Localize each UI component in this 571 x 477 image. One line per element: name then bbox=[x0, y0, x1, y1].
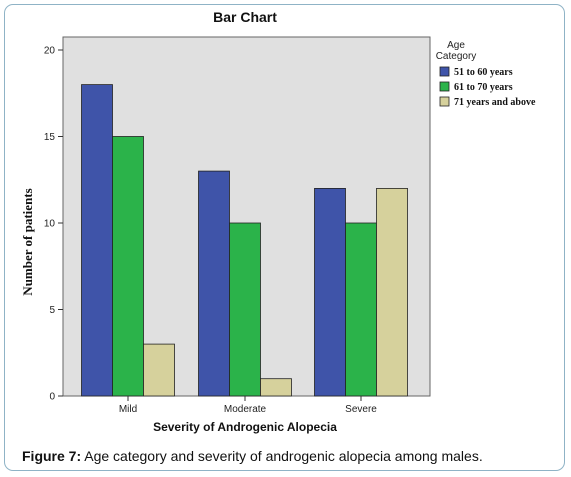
y-tick-label: 0 bbox=[49, 392, 55, 403]
figure-caption: Figure 7: Age category and severity of a… bbox=[22, 448, 483, 464]
legend-label-1: 51 to 60 years bbox=[454, 67, 513, 78]
chart-title: Bar Chart bbox=[213, 9, 277, 25]
bar-severe-2 bbox=[345, 222, 377, 397]
legend-swatch-3 bbox=[439, 96, 450, 107]
y-tick-label: 10 bbox=[44, 219, 56, 230]
bar-moderate-3 bbox=[260, 378, 292, 397]
legend-label-3: 71 years and above bbox=[454, 97, 536, 108]
x-axis-label: Severity of Androgenic Alopecia bbox=[153, 420, 337, 434]
legend: Age Category 51 to 60 years 61 to 70 year… bbox=[436, 40, 536, 108]
bar-severe-1 bbox=[314, 187, 346, 397]
legend-swatch-2 bbox=[439, 81, 450, 92]
x-tick-label-severe: Severe bbox=[345, 404, 377, 415]
legend-swatch-1 bbox=[439, 66, 450, 77]
bar-moderate-1 bbox=[198, 170, 230, 397]
y-tick-label: 20 bbox=[44, 46, 56, 57]
x-tick-label-mild: Mild bbox=[119, 404, 137, 415]
y-axis-label: Number of patients bbox=[20, 188, 35, 295]
legend-title-line-1: Age bbox=[447, 40, 465, 51]
caption-label: Figure 7: bbox=[22, 448, 82, 464]
legend-label-2: 61 to 70 years bbox=[454, 82, 513, 93]
bar-severe-3 bbox=[376, 187, 408, 397]
bar-mild-1 bbox=[81, 84, 113, 397]
y-tick-label: 5 bbox=[49, 305, 55, 316]
legend-title-line-2: Category bbox=[436, 51, 477, 62]
bar-mild-2 bbox=[112, 136, 144, 397]
y-axis: 0 5 10 15 20 bbox=[44, 46, 63, 403]
caption-text: Age category and severity of androgenic … bbox=[84, 448, 483, 464]
x-axis: Mild Moderate Severe bbox=[119, 396, 377, 415]
bar-mild-3 bbox=[143, 343, 175, 397]
y-tick-label: 15 bbox=[44, 132, 56, 143]
x-tick-label-moderate: Moderate bbox=[224, 404, 267, 415]
bar-moderate-2 bbox=[229, 222, 261, 397]
bars bbox=[81, 84, 408, 397]
